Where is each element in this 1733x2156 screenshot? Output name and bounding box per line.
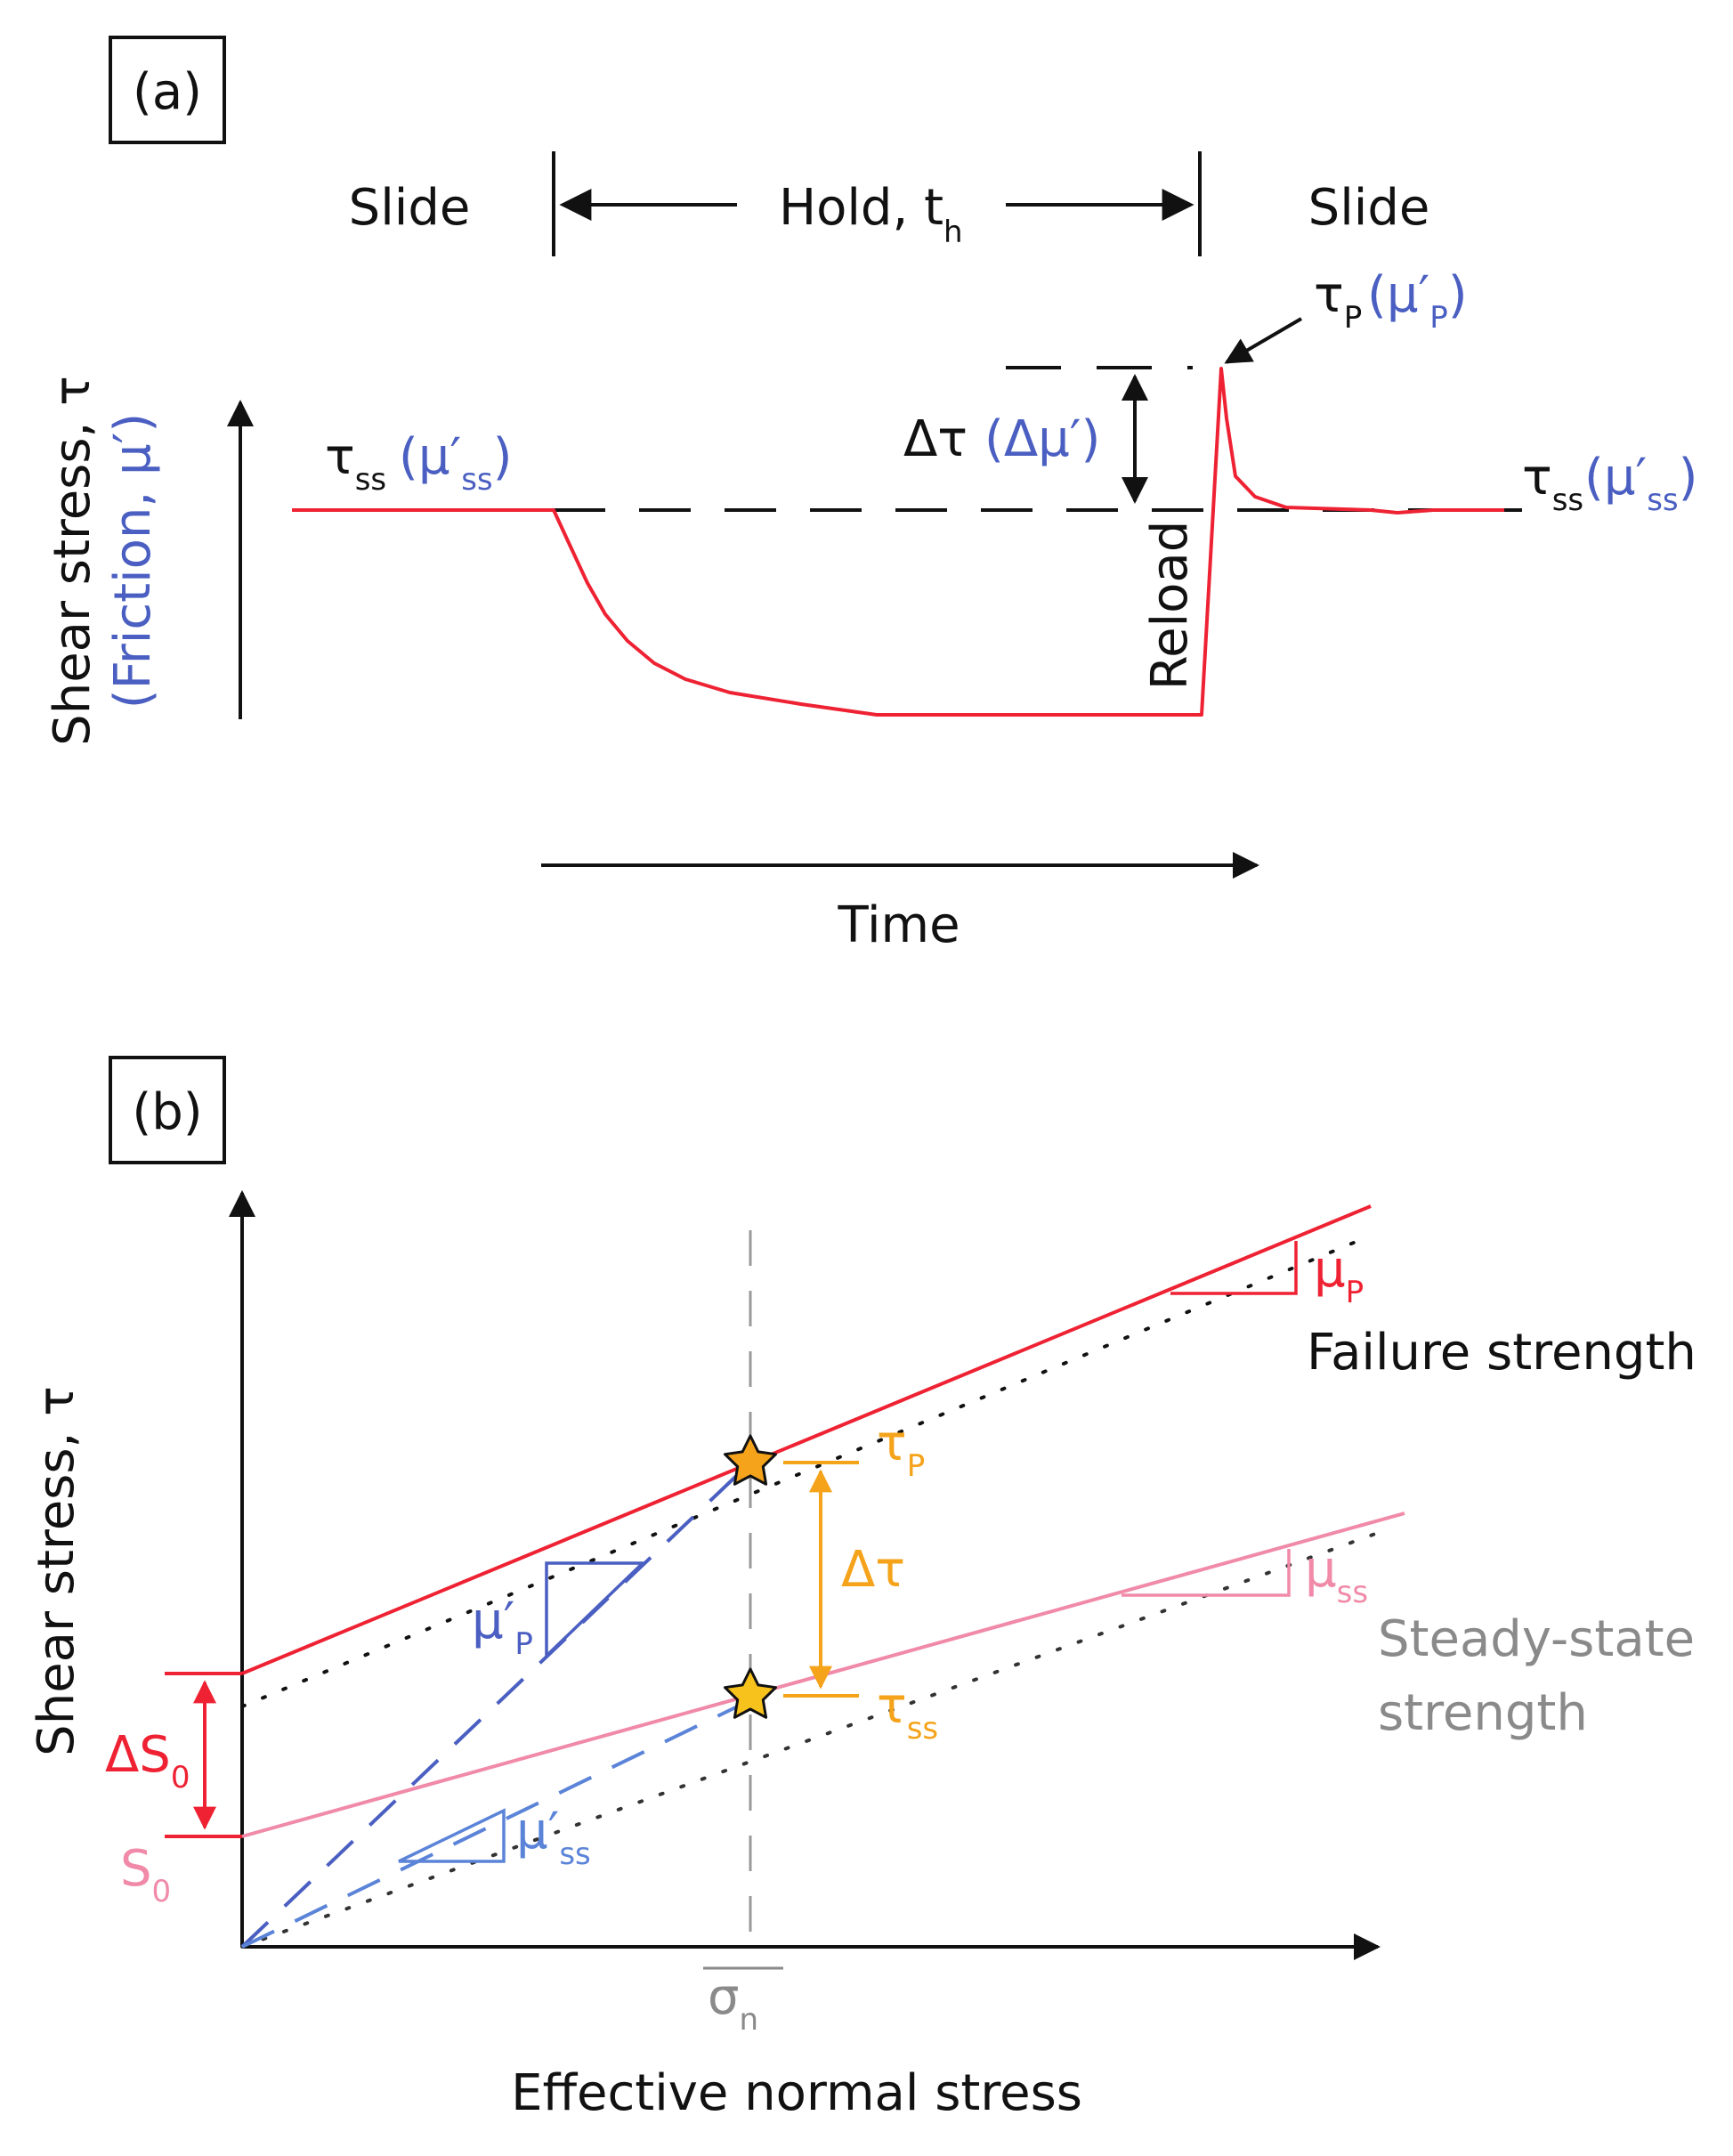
tau-p-pointer-arrow bbox=[1224, 317, 1303, 364]
mu-ss-left-label: (μ′ss) bbox=[399, 428, 513, 498]
mu-prime-ss-label: μ′ss bbox=[516, 1803, 591, 1872]
s0-label: S0 bbox=[120, 1840, 171, 1909]
panel-a-time-label: Time bbox=[837, 896, 960, 954]
mu-p-label: (μ′P) bbox=[1367, 266, 1468, 336]
delta-tau-orange-label: Δτ bbox=[841, 1541, 905, 1599]
hold-label: Hold, th bbox=[779, 179, 963, 250]
panel-b-label: (b) bbox=[132, 1083, 202, 1141]
tau-ss-right-label: τss bbox=[1522, 449, 1583, 518]
panel-a-y-axis-subtitle: (Friction, μ′) bbox=[104, 413, 162, 709]
reload-label: Reload bbox=[1141, 521, 1199, 691]
mu-p-slope-triangle bbox=[1170, 1241, 1298, 1295]
mu-ss-right-label: (μ′ss) bbox=[1584, 449, 1698, 518]
steady-state-strength-line bbox=[241, 1512, 1405, 1838]
mu-prime-p-label: μ′P bbox=[472, 1593, 533, 1662]
stress-time-curve bbox=[292, 367, 1504, 717]
slide-left-label: Slide bbox=[349, 179, 471, 237]
sigma-n-label: σn bbox=[708, 1968, 758, 2038]
peak-strength-star-icon bbox=[724, 1434, 777, 1486]
panel-a-label: (a) bbox=[133, 63, 202, 121]
mu-prime-ss-slope-triangle bbox=[398, 1808, 506, 1863]
steady-state-label-line1: Steady-state bbox=[1378, 1610, 1695, 1668]
panel-b-y-axis-title: Shear stress, τ bbox=[28, 1386, 85, 1756]
slide-right-label: Slide bbox=[1308, 179, 1430, 237]
panel-a-label-box bbox=[109, 36, 226, 144]
tau-ss-left-label: τss bbox=[325, 428, 386, 498]
mu-ss-slope-label: μss bbox=[1305, 1541, 1368, 1610]
mu-prime-p-slope-triangle bbox=[545, 1561, 647, 1660]
panel-b-label-box bbox=[109, 1056, 226, 1164]
failure-dotted-line bbox=[240, 1234, 1373, 1708]
steady-state-label-line2: strength bbox=[1378, 1684, 1588, 1742]
delta-mu-label: (Δμ′) bbox=[984, 410, 1100, 468]
steady-strength-star-icon bbox=[724, 1667, 777, 1719]
panel-a-y-axis-title: Shear stress, τ bbox=[44, 376, 101, 746]
tau-p-label: τP bbox=[1314, 266, 1362, 336]
mu-prime-p-dashed-line bbox=[240, 1461, 752, 1949]
failure-strength-line bbox=[241, 1204, 1372, 1675]
steady-dotted-line bbox=[240, 1531, 1380, 1949]
delta-s0-label: ΔS0 bbox=[105, 1726, 190, 1795]
delta-tau-label: Δτ bbox=[903, 410, 968, 468]
panel-b: (b) Shear stress, τ Effective normal str… bbox=[28, 1056, 1697, 2122]
failure-strength-label: Failure strength bbox=[1307, 1324, 1697, 1382]
mu-p-slope-label: μP bbox=[1314, 1241, 1364, 1310]
tau-p-orange-label: τP bbox=[877, 1414, 925, 1484]
tau-ss-orange-label: τss bbox=[877, 1677, 938, 1747]
panel-a: (a) Slide Hold, th Slide Shear stress, τ… bbox=[44, 36, 1698, 954]
panel-b-x-axis-title: Effective normal stress bbox=[511, 2064, 1082, 2122]
mu-ss-slope-triangle bbox=[1122, 1549, 1291, 1597]
mu-prime-ss-dashed-line bbox=[241, 1698, 751, 1949]
